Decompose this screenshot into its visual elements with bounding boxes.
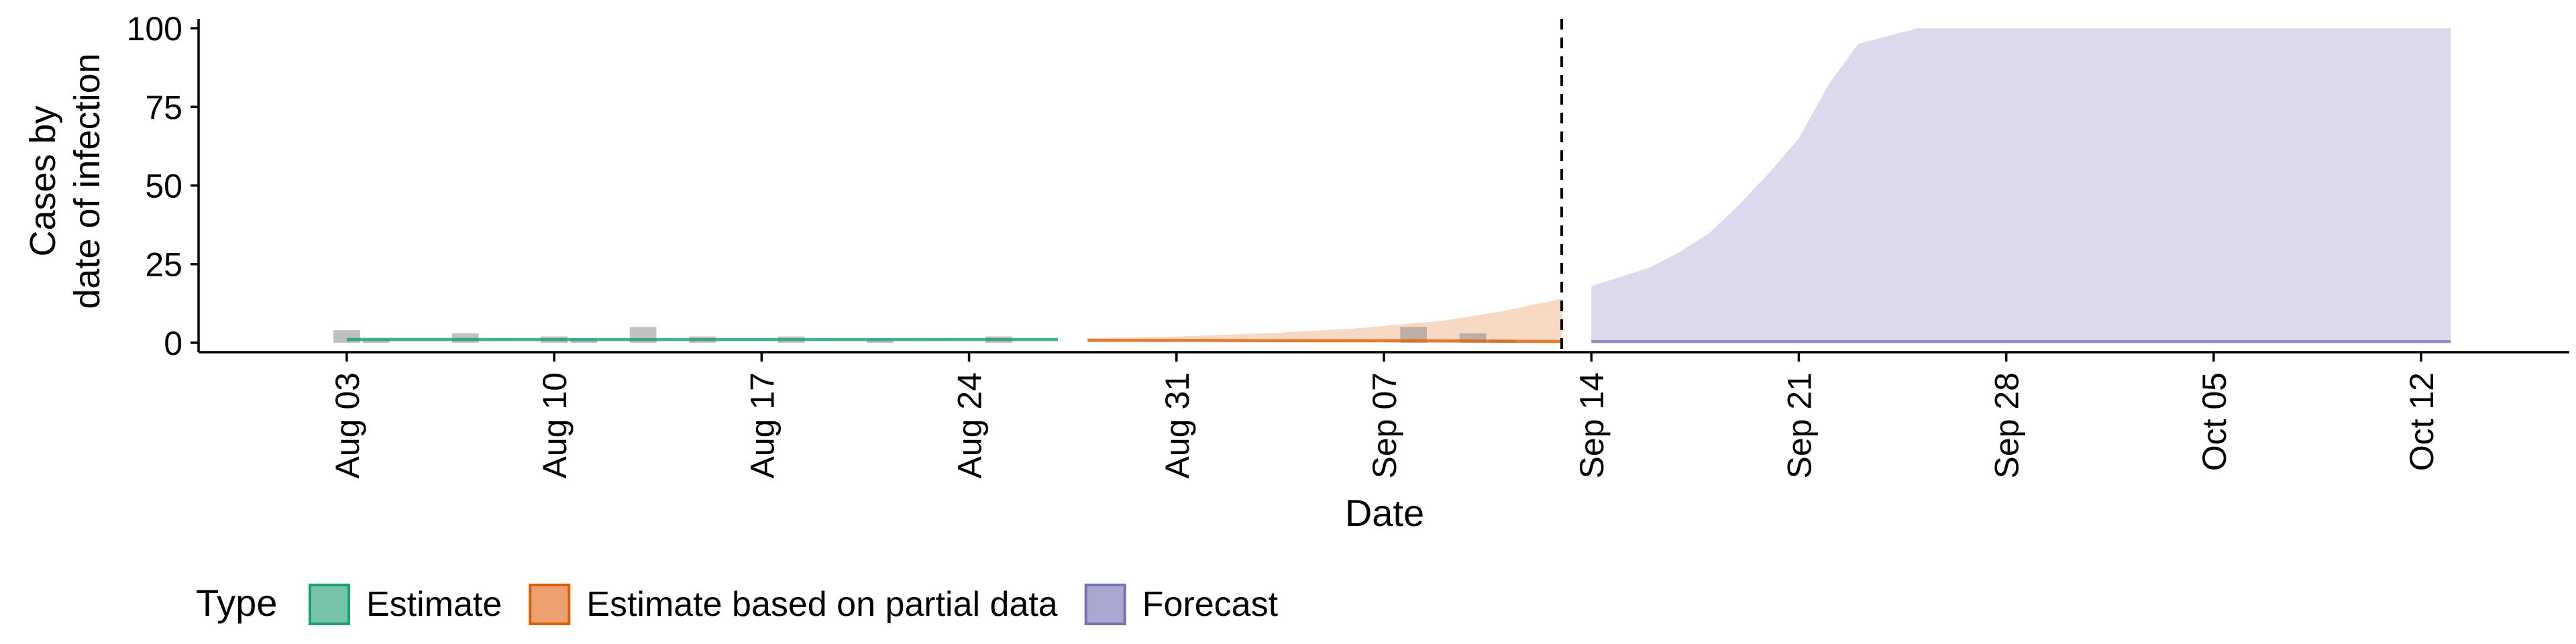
y-tick-label: 50 — [145, 168, 182, 205]
legend-key-estimate-based-on-partial-data — [529, 584, 571, 625]
axis-lines — [197, 19, 2569, 354]
reported-case-bar — [363, 339, 390, 343]
estimate-based-on-partial-data-median-line — [1087, 338, 1562, 343]
x-tick-label: Sep 21 — [1780, 372, 1818, 478]
x-tick-label: Oct 05 — [2196, 372, 2233, 471]
median-lines — [346, 337, 2451, 343]
x-tick-label: Aug 24 — [951, 372, 989, 478]
x-axis-title: Date — [1345, 492, 1424, 534]
legend: Type Estimate Estimate based on partial d… — [196, 582, 1279, 625]
legend-label-estimate: Estimate — [366, 585, 502, 624]
y-axis-title-line-1: Cases by — [23, 105, 63, 256]
y-axis-title-line-2: date of infection — [67, 53, 107, 309]
x-tick-label: Aug 10 — [536, 372, 574, 478]
forecast-ribbon — [1591, 28, 2451, 343]
reported-case-bar — [867, 339, 894, 343]
x-tick-label: Oct 12 — [2403, 372, 2440, 471]
reported-case-bar — [570, 339, 598, 343]
estimate-based-on-partial-data-ribbon — [1087, 299, 1562, 343]
legend-label-estimate-based-on-partial-data: Estimate based on partial data — [586, 585, 1058, 624]
x-tick-label: Sep 07 — [1366, 372, 1403, 478]
y-axis-title: Cases by date of infection — [23, 53, 107, 309]
y-tick-label: 0 — [164, 325, 182, 362]
y-axis: 0 25 50 75 100 — [127, 10, 199, 362]
y-tick-label: 75 — [145, 89, 182, 126]
x-axis: Aug 03 Aug 10 Aug 17 Aug 24 Aug 31 Sep 07 Sep … — [329, 352, 2440, 478]
y-tick-label: 100 — [127, 10, 182, 48]
x-tick-label: Aug 31 — [1159, 372, 1196, 478]
y-tick-label: 25 — [145, 246, 182, 284]
ribbons — [346, 28, 2451, 343]
legend-key-forecast — [1084, 584, 1126, 625]
x-tick-label: Aug 03 — [329, 372, 366, 478]
reported-case-bar — [1400, 327, 1428, 343]
x-tick-label: Aug 17 — [743, 372, 781, 478]
reported-case-bar — [451, 333, 479, 343]
x-tick-label: Sep 14 — [1573, 372, 1611, 478]
x-tick-label: Sep 28 — [1988, 372, 2026, 478]
legend-key-estimate — [309, 584, 350, 625]
legend-title: Type — [196, 582, 277, 624]
legend-label-forecast: Forecast — [1142, 585, 1279, 624]
